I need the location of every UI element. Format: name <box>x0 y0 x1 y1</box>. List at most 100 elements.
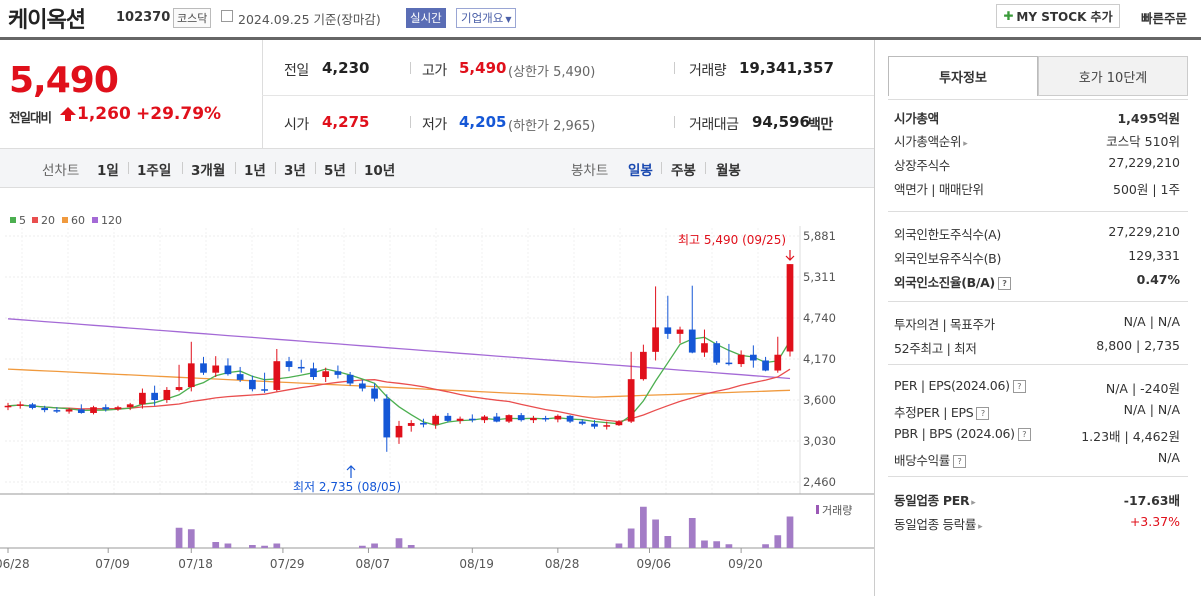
candle-body <box>77 409 85 413</box>
realtime-button[interactable]: 실시간 <box>406 8 446 28</box>
period-3y[interactable]: 3년 <box>284 163 306 179</box>
my-stock-add-button[interactable]: ✚ MY STOCK 추가 <box>996 4 1120 28</box>
ma-20-line <box>7 368 791 423</box>
panel-divider <box>888 211 1188 212</box>
company-name: 케이옥션 <box>8 8 86 33</box>
volume-legend-label: 거래량 <box>822 504 852 517</box>
y-tick-label: 2,460 <box>803 475 836 489</box>
candle-body <box>151 392 158 401</box>
info-label-9: PER | EPS(2024.06)? <box>894 378 1026 393</box>
change-amount: 1,260 <box>77 104 131 124</box>
candle-body <box>615 421 623 426</box>
change-percent: +29.79% <box>136 104 222 124</box>
divider <box>262 95 874 96</box>
volume-value: 19,341,357 <box>739 59 834 77</box>
info-value-4: 27,229,210 <box>1108 224 1180 239</box>
low-label: 저가 <box>422 117 447 133</box>
volume-bar <box>187 529 195 548</box>
candle-body <box>713 343 721 363</box>
candle-body <box>334 371 342 375</box>
info-label-5: 외국인보유주식수(B) <box>894 251 1002 266</box>
candle-body <box>273 361 281 390</box>
divider <box>355 162 356 174</box>
high-value: 5,490 <box>459 59 507 77</box>
candle-daily[interactable]: 일봉 <box>628 163 653 179</box>
help-icon[interactable]: ? <box>997 277 1011 290</box>
prev-close-value: 4,230 <box>322 59 370 77</box>
candle-body <box>749 354 757 361</box>
stock-chart[interactable]: 5 20 60 120 5,881 5,311 4,740 4,170 3,600 3,030 2,… <box>0 188 874 596</box>
info-value-13: -17.63배 <box>1123 493 1180 508</box>
candle-body <box>236 374 244 380</box>
plus-icon: ✚ <box>1003 9 1014 23</box>
period-10y[interactable]: 10년 <box>364 163 396 179</box>
candle-body <box>90 407 97 413</box>
candle-body <box>395 425 403 438</box>
candle-body <box>346 374 354 384</box>
candle-body <box>163 389 171 401</box>
candle-weekly[interactable]: 주봉 <box>671 163 696 179</box>
help-icon[interactable]: ? <box>1017 428 1031 441</box>
candle-body <box>737 354 745 365</box>
volume-bar <box>762 544 769 548</box>
ma-120-line <box>7 318 791 380</box>
period-1w[interactable]: 1주일 <box>137 163 172 179</box>
help-icon[interactable]: ? <box>1012 380 1026 393</box>
candle-monthly[interactable]: 월봉 <box>716 163 741 179</box>
candle-body <box>591 423 598 427</box>
x-tick-label: 07/29 <box>270 557 305 571</box>
period-5y[interactable]: 5년 <box>324 163 346 179</box>
legend-swatch-20 <box>32 217 38 223</box>
volume-label: 거래량 <box>689 63 727 79</box>
info-value-5: 129,331 <box>1128 248 1180 263</box>
line-chart-label: 선차트 <box>42 163 80 179</box>
tab-invest-info[interactable]: 투자정보 <box>888 56 1038 96</box>
candle-body <box>4 405 12 408</box>
current-price: 5,490 <box>9 60 119 101</box>
period-3m[interactable]: 3개월 <box>191 163 226 179</box>
divider <box>235 162 236 174</box>
period-1d[interactable]: 1일 <box>97 163 119 179</box>
candle-body <box>578 421 586 424</box>
candle-body <box>297 366 305 369</box>
info-value-2: 27,229,210 <box>1108 155 1180 170</box>
info-label-13[interactable]: 동일업종 PER ▸ <box>894 493 976 508</box>
market-badge: 코스닥 <box>173 8 212 28</box>
help-icon[interactable]: ? <box>976 407 990 420</box>
divider <box>128 162 129 174</box>
panel-divider <box>888 301 1188 302</box>
info-label-1[interactable]: 시가총액순위 ▸ <box>894 134 968 149</box>
period-1y[interactable]: 1년 <box>244 163 266 179</box>
stock-code: 102370 <box>116 10 171 25</box>
chevron-down-icon: ▼ <box>505 15 512 24</box>
volume-bar <box>713 541 721 548</box>
panel-divider <box>888 99 1188 100</box>
volume-bar <box>371 543 378 548</box>
info-label-2: 상장주식수 <box>894 158 951 173</box>
candle-body <box>774 354 782 371</box>
corp-info-dropdown[interactable]: 기업개요 ▼ <box>456 8 517 28</box>
candle-body <box>652 327 659 352</box>
candle-body <box>322 371 330 378</box>
candle-body <box>65 409 73 412</box>
amount-label: 거래대금 <box>689 117 739 133</box>
candle-body <box>505 415 513 422</box>
candle-body <box>762 360 769 371</box>
period-bar <box>0 149 874 188</box>
candle-body <box>249 379 256 390</box>
legend-swatch-5 <box>10 217 16 223</box>
volume-bar <box>688 518 696 548</box>
volume-bar <box>212 542 220 548</box>
help-icon[interactable]: ? <box>953 455 967 468</box>
candle-body <box>420 423 427 425</box>
price-panel <box>0 40 874 149</box>
x-tick-label: 09/20 <box>728 557 763 571</box>
change-label: 전일대비 <box>9 110 52 125</box>
quick-order-link[interactable]: 빠른주문 <box>1141 11 1188 26</box>
info-label-0: 시가총액 <box>894 111 939 126</box>
candle-body <box>725 362 733 365</box>
info-label-14[interactable]: 동일업종 등락률 ▸ <box>894 517 983 532</box>
my-stock-label: MY STOCK 추가 <box>1016 9 1113 24</box>
tab-order-book[interactable]: 호가 10단계 <box>1038 56 1188 96</box>
volume-bar <box>640 506 647 548</box>
